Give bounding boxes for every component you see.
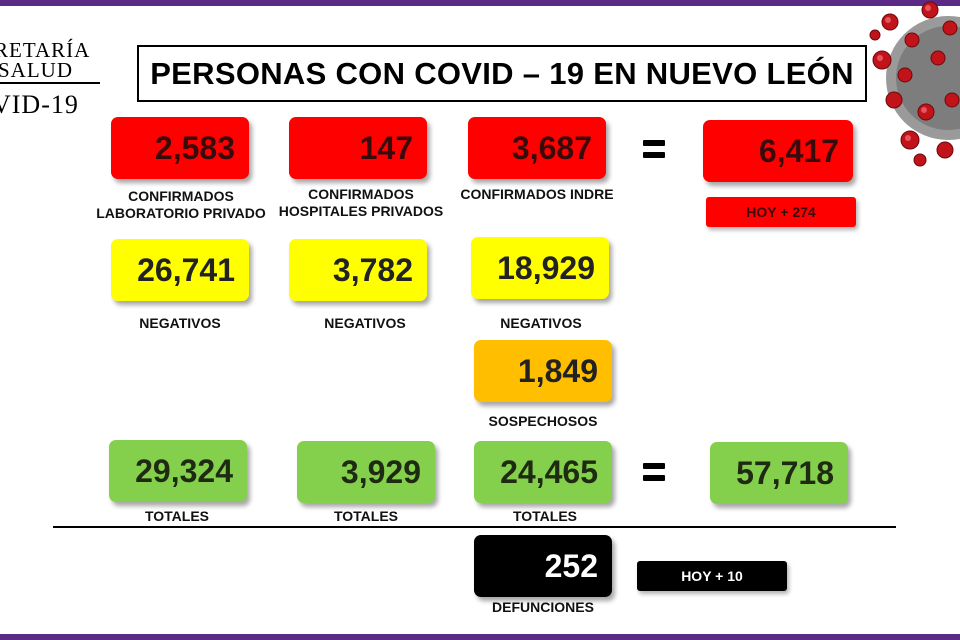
coronavirus-image [860, 0, 960, 175]
page-title-box: PERSONAS CON COVID – 19 EN NUEVO LEÓN [137, 45, 867, 102]
deaths-box: 252 [474, 535, 612, 597]
deaths-label: DEFUNCIONES [492, 599, 594, 615]
confirmed-indre-label: CONFIRMADOS INDRE [448, 186, 626, 203]
bottom-frame-bar [0, 634, 960, 640]
logo-text-line1: RETARÍA [0, 38, 91, 62]
confirmed-private-lab-box: 2,583 [111, 117, 249, 179]
secretaria-salud-logo: RETARÍA SALUD VID-19 [0, 36, 110, 126]
negatives-indre-box: 18,929 [471, 237, 609, 299]
page-title: PERSONAS CON COVID – 19 EN NUEVO LEÓN [150, 55, 854, 91]
divider-line [53, 526, 896, 528]
confirmed-private-hosp-label: CONFIRMADOS HOSPITALES PRIVADOS [276, 186, 446, 220]
confirmed-today-badge: HOY + 274 [706, 197, 856, 227]
confirmed-private-hosp-label-line1: CONFIRMADOS [308, 186, 414, 202]
totals-private-lab-value: 29,324 [135, 452, 233, 489]
confirmed-indre-label-line1: CONFIRMADOS INDRE [460, 186, 614, 202]
confirmed-total-value: 6,417 [758, 132, 839, 169]
negatives-private-lab-label: NEGATIVOS [139, 315, 221, 331]
deaths-value: 252 [544, 547, 598, 584]
confirmed-today-text: HOY + 274 [746, 204, 816, 220]
totals-indre-label: TOTALES [512, 508, 578, 524]
confirmed-private-lab-label-line2: LABORATORIO PRIVADO [96, 205, 266, 221]
equals-sign-icon [643, 140, 665, 158]
confirmed-indre-box: 3,687 [468, 117, 606, 179]
totals-indre-box: 24,465 [474, 441, 612, 503]
confirmed-private-hosp-label-line2: HOSPITALES PRIVADOS [278, 203, 444, 219]
suspects-value: 1,849 [517, 352, 598, 389]
equals-sign-icon [643, 463, 665, 481]
confirmed-indre-value: 3,687 [511, 129, 592, 166]
confirmed-private-lab-label: CONFIRMADOS LABORATORIO PRIVADO [86, 188, 276, 222]
totals-private-lab-box: 29,324 [109, 440, 247, 502]
totals-private-hosp-value: 3,929 [340, 453, 421, 490]
deaths-today-text: HOY + 10 [681, 568, 743, 584]
suspects-box: 1,849 [474, 340, 612, 402]
negatives-private-lab-value: 26,741 [137, 251, 235, 288]
negatives-private-hosp-label: NEGATIVOS [324, 315, 406, 331]
confirmed-private-hosp-value: 147 [359, 129, 413, 166]
negatives-private-lab-box: 26,741 [111, 239, 249, 301]
confirmed-private-lab-label-line1: CONFIRMADOS [128, 188, 234, 204]
negatives-indre-value: 18,929 [497, 249, 595, 286]
totals-private-lab-label: TOTALES [144, 508, 210, 524]
negatives-private-hosp-box: 3,782 [289, 239, 427, 301]
confirmed-total-box: 6,417 [703, 120, 853, 182]
totals-indre-value: 24,465 [500, 453, 598, 490]
logo-text-line2: SALUD [0, 58, 74, 82]
confirmed-private-lab-value: 2,583 [154, 129, 235, 166]
totals-grand-value: 57,718 [736, 454, 834, 491]
negatives-indre-label: NEGATIVOS [500, 315, 582, 331]
suspects-label: SOSPECHOSOS [488, 413, 598, 429]
confirmed-private-hosp-box: 147 [289, 117, 427, 179]
top-frame-bar [0, 0, 960, 6]
logo-text-line3: VID-19 [0, 90, 79, 119]
deaths-today-badge: HOY + 10 [637, 561, 787, 591]
totals-private-hosp-label: TOTALES [333, 508, 399, 524]
totals-grand-box: 57,718 [710, 442, 848, 504]
logo-rule [0, 82, 100, 84]
totals-private-hosp-box: 3,929 [297, 441, 435, 503]
negatives-private-hosp-value: 3,782 [332, 251, 413, 288]
